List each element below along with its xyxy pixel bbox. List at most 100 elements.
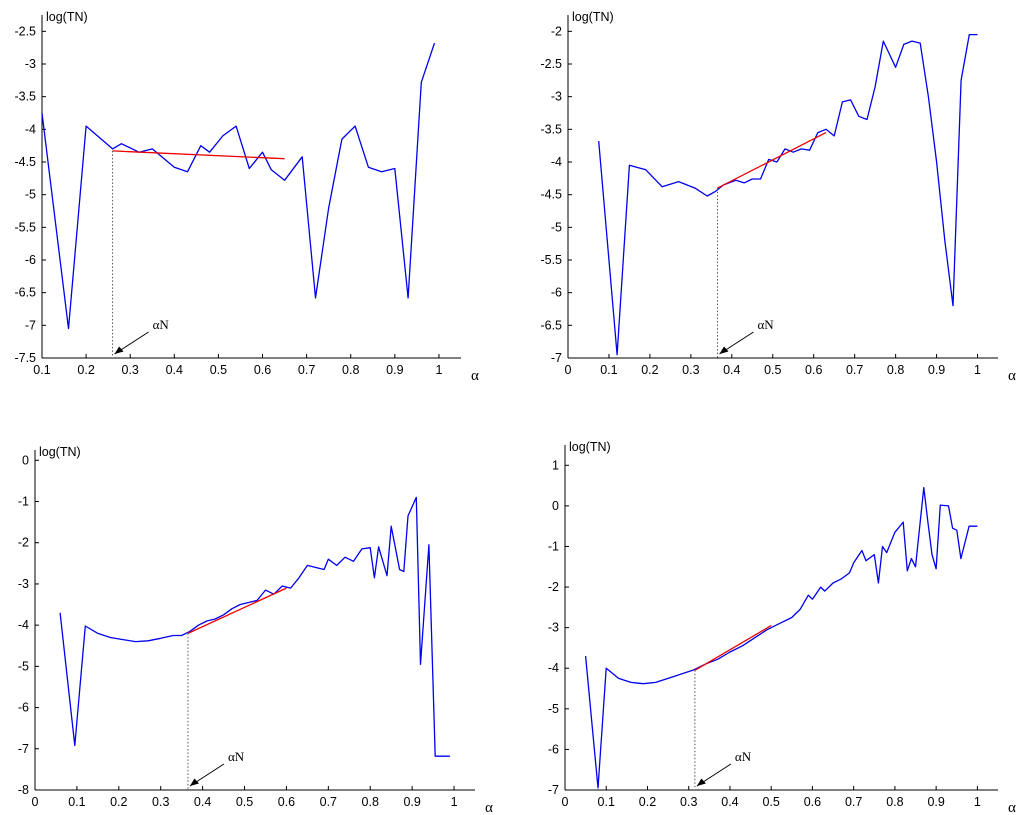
y-tick-label: -5: [18, 659, 29, 673]
x-tick-label: 0.7: [320, 795, 337, 809]
y-tick-label: -5: [551, 220, 562, 234]
x-tick-label: 0.7: [298, 363, 315, 377]
alpha-n-label: αN: [153, 317, 170, 332]
x-tick-label: 0: [562, 795, 569, 809]
x-tick-label: 0.5: [236, 795, 253, 809]
y-tick-label: -2: [18, 536, 29, 550]
x-tick-label: 0.9: [386, 363, 403, 377]
y-axis-label: log(TN): [46, 10, 88, 24]
x-axis-label: α: [471, 368, 479, 384]
x-axis-label: α: [1008, 368, 1016, 384]
y-tick-label: -6: [18, 701, 29, 715]
y-tick-label: -5: [25, 188, 36, 202]
alpha-n-label: αN: [757, 317, 774, 332]
y-tick-label: -5: [548, 702, 559, 716]
x-tick-label: 1: [435, 363, 442, 377]
fit-line: [694, 625, 772, 671]
x-tick-label: 0.7: [846, 363, 863, 377]
y-tick-label: -4: [551, 155, 562, 169]
y-axis-label: log(TN): [572, 10, 614, 24]
y-tick-label: -4.5: [540, 188, 562, 202]
y-tick-label: -3.5: [14, 90, 36, 104]
alpha-n-label: αN: [228, 749, 245, 764]
x-tick-label: 0.3: [122, 363, 139, 377]
y-tick-label: -3.5: [540, 122, 562, 136]
y-tick-label: -6: [551, 286, 562, 300]
x-tick-label: 1: [451, 795, 458, 809]
x-tick-label: 0.9: [928, 363, 945, 377]
y-tick-label: -3: [18, 577, 29, 591]
y-tick-label: -3: [551, 90, 562, 104]
x-tick-label: 0.1: [598, 795, 615, 809]
x-tick-label: 0.3: [680, 795, 697, 809]
x-tick-label: 0.1: [600, 363, 617, 377]
fit-line: [717, 132, 827, 189]
y-tick-label: -4: [18, 618, 29, 632]
x-tick-label: 0.3: [152, 795, 169, 809]
x-tick-label: 0: [32, 795, 39, 809]
y-tick-label: -6: [25, 253, 36, 267]
x-tick-label: 0.1: [68, 795, 85, 809]
plot-top-left: -7.5 -7 -6.5 -6 -5.5 -5 -4.5 -4 -3.5 -3 -2.5 0.1 0.2…: [14, 10, 479, 384]
alpha-n-label: αN: [735, 749, 752, 764]
y-axis-label: log(TN): [569, 440, 611, 454]
y-tick-label: -3: [548, 621, 559, 635]
x-tick-label: 0.9: [403, 795, 420, 809]
x-tick-label: 0.5: [764, 363, 781, 377]
y-tick-label: -2.5: [14, 24, 36, 38]
plot-bottom-right: -7 -6 -5 -4 -3 -2 -1 0 1 0 0.1 0.2 0.3 0.4 0.5 0.6 0.7 0.…: [548, 440, 1016, 815]
x-tick-label: 0.7: [845, 795, 862, 809]
y-tick-label: -2: [548, 580, 559, 594]
fit-line: [112, 150, 285, 160]
y-tick-label: 0: [22, 453, 29, 467]
x-tick-label: 0.8: [342, 363, 359, 377]
alpha-n-arrowhead: [719, 346, 729, 354]
y-tick-label: -4: [25, 122, 36, 136]
plot-top-right: -7 -6.5 -6 -5.5 -5 -4.5 -4 -3.5 -3 -2.5 -2 0 0.1 0.2 0…: [540, 10, 1016, 384]
x-tick-label: 0.2: [110, 795, 127, 809]
x-tick-label: 1: [974, 363, 981, 377]
x-axis-label: α: [1008, 800, 1016, 815]
y-tick-label: -1: [18, 495, 29, 509]
alpha-n-arrowhead: [189, 778, 199, 786]
y-tick-label: -6.5: [14, 286, 36, 300]
x-tick-label: 0.5: [762, 795, 779, 809]
x-axis-label: α: [485, 800, 493, 815]
data-series-line: [59, 496, 450, 757]
x-tick-label: 0.5: [210, 363, 227, 377]
y-tick-label: -5.5: [14, 220, 36, 234]
x-tick-label: 0.1: [33, 363, 50, 377]
x-tick-label: 0.9: [927, 795, 944, 809]
y-tick-label: -7.5: [14, 351, 36, 365]
x-tick-label: 0.8: [886, 795, 903, 809]
y-tick-label: -7: [551, 351, 562, 365]
alpha-n-arrowhead: [114, 346, 124, 354]
y-tick-label: -2.5: [540, 57, 562, 71]
data-series-line: [41, 42, 436, 330]
x-tick-label: 0.3: [682, 363, 699, 377]
x-tick-label: 0.6: [278, 795, 295, 809]
y-tick-label: 1: [552, 458, 559, 472]
y-tick-label: -4.5: [14, 155, 36, 169]
y-tick-label: -7: [548, 783, 559, 797]
y-tick-label: -6: [548, 742, 559, 756]
y-tick-label: -6.5: [540, 318, 562, 332]
x-tick-label: 1: [974, 795, 981, 809]
x-tick-label: 0.2: [639, 795, 656, 809]
y-tick-label: -8: [18, 783, 29, 797]
x-tick-label: 0.2: [641, 363, 658, 377]
x-tick-label: 0.8: [362, 795, 379, 809]
x-tick-label: 0.4: [721, 795, 738, 809]
y-tick-label: -7: [25, 318, 36, 332]
x-tick-label: 0.8: [887, 363, 904, 377]
y-tick-label: -3: [25, 57, 36, 71]
y-tick-label: -4: [548, 661, 559, 675]
y-tick-label: -2: [551, 24, 562, 38]
x-tick-label: 0.6: [254, 363, 271, 377]
x-tick-label: 0.4: [723, 363, 740, 377]
x-tick-label: 0.4: [194, 795, 211, 809]
data-series-line: [598, 33, 978, 356]
y-tick-label: -7: [18, 742, 29, 756]
y-tick-label: 0: [552, 499, 559, 513]
